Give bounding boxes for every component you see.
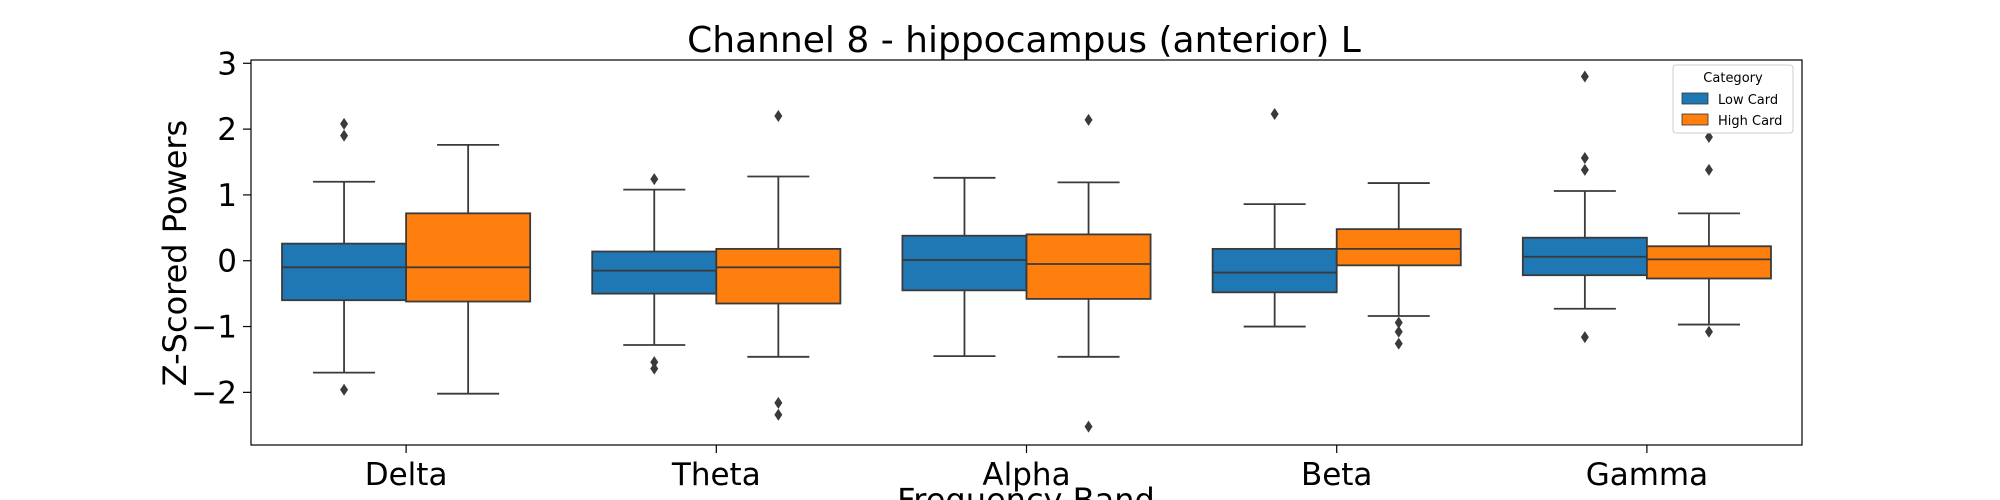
legend-title: Category — [1703, 71, 1763, 86]
legend-swatch-low-card — [1681, 92, 1709, 105]
outlier-point — [340, 117, 349, 130]
outlier-point — [1580, 331, 1589, 344]
y-tick-label: 3 — [217, 46, 237, 82]
outlier-point — [1084, 113, 1093, 126]
box-theta-low-card — [591, 173, 718, 375]
outlier-point — [1580, 163, 1589, 176]
box-delta-high-card — [405, 143, 532, 395]
y-axis: −2 −1 0 1 2 3 — [191, 46, 251, 411]
outlier-point — [1704, 131, 1713, 143]
x-tick-label-alpha: Alpha — [982, 457, 1070, 493]
outlier-point — [650, 356, 659, 369]
outlier-point — [1580, 70, 1589, 83]
y-tick-label: 1 — [217, 178, 237, 214]
y-tick-label: 0 — [217, 244, 237, 280]
outlier-point — [774, 408, 783, 421]
outlier-point — [1394, 325, 1403, 338]
outlier-point — [774, 109, 783, 122]
outlier-point — [774, 396, 783, 409]
outlier-point — [1580, 152, 1589, 165]
outlier-point — [650, 173, 659, 186]
y-tick-label: −2 — [191, 375, 237, 411]
box-iqr — [715, 247, 842, 305]
box-theta-high-card — [715, 109, 842, 421]
box-alpha-low-card — [901, 176, 1028, 358]
outlier-point — [1704, 163, 1713, 176]
x-axis-title: Frequency Band — [897, 481, 1155, 500]
box-iqr — [1646, 245, 1772, 280]
box-iqr — [1025, 233, 1152, 300]
legend-swatch-high-card — [1681, 113, 1709, 126]
x-tick-label-delta: Delta — [365, 457, 448, 493]
outlier-point — [1394, 316, 1403, 329]
x-tick-label-beta: Beta — [1301, 457, 1373, 493]
outlier-point — [1084, 420, 1093, 433]
box-iqr — [405, 212, 532, 303]
outlier-point — [1704, 325, 1713, 338]
y-tick-label: 2 — [217, 112, 237, 148]
legend-label-high-card: High Card — [1718, 114, 1782, 129]
x-axis: Delta Theta Alpha Beta Gamma — [365, 445, 1708, 493]
y-axis-title: Z-Scored Powers — [156, 120, 194, 386]
outlier-point — [1394, 337, 1403, 350]
outlier-point — [340, 129, 349, 142]
chart-title: Channel 8 - hippocampus (anterior) L — [687, 20, 1361, 61]
x-tick-label-theta: Theta — [671, 457, 761, 493]
boxes-layer — [281, 70, 1772, 433]
box-beta-low-card — [1211, 107, 1338, 328]
outlier-point — [650, 362, 659, 375]
box-gamma-low-card — [1521, 70, 1648, 344]
box-alpha-high-card — [1025, 113, 1152, 433]
box-delta-low-card — [281, 117, 407, 396]
box-beta-high-card — [1335, 182, 1462, 350]
box-iqr — [901, 234, 1028, 292]
y-tick-label: −1 — [191, 310, 237, 346]
box-gamma-high-card — [1646, 131, 1772, 338]
box-iqr — [1211, 247, 1338, 294]
box-iqr — [591, 250, 718, 295]
box-iqr — [1335, 228, 1462, 267]
outlier-point — [1270, 107, 1279, 120]
legend-label-low-card: Low Card — [1718, 93, 1778, 108]
box-iqr — [281, 242, 407, 302]
outlier-point — [340, 383, 349, 396]
x-tick-label-gamma: Gamma — [1586, 457, 1708, 493]
legend: Category Low Card High Card — [1672, 64, 1794, 134]
